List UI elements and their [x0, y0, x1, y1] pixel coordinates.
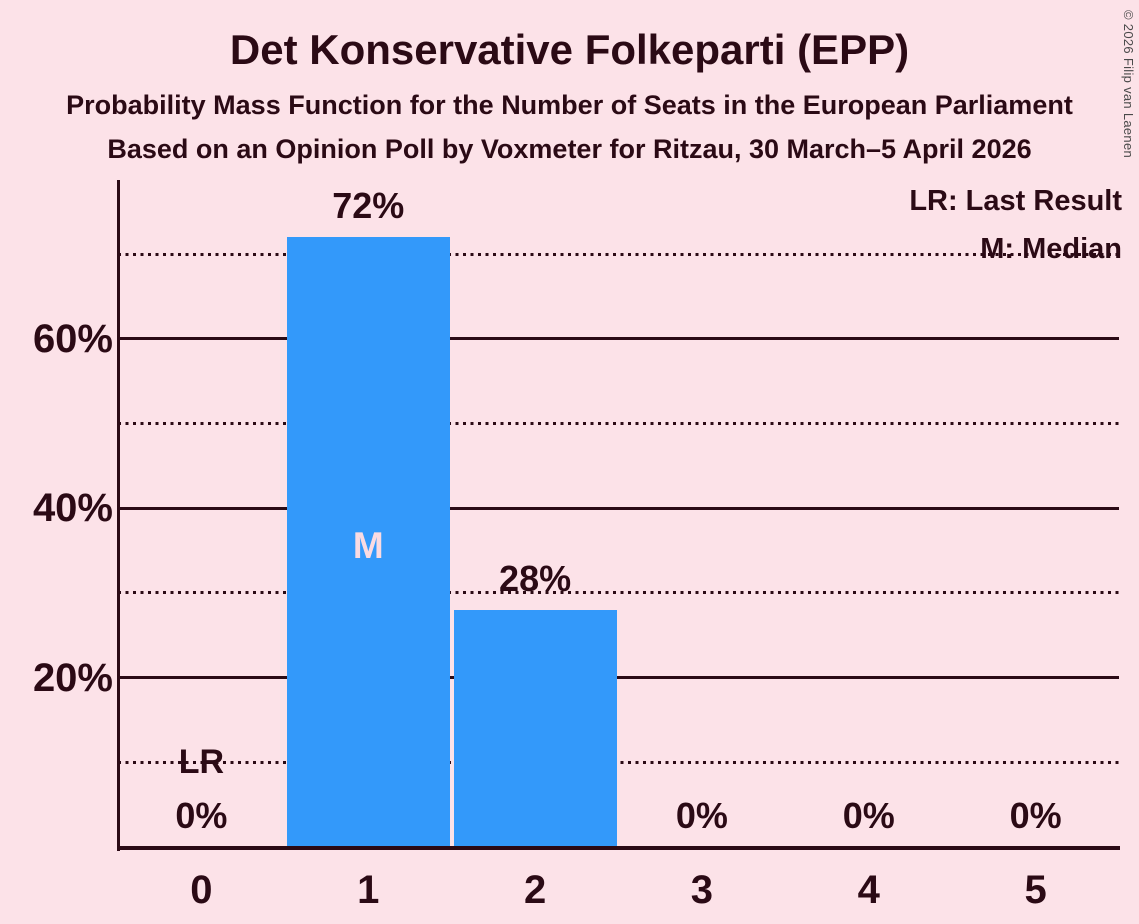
y-tick-label-60pct: 60% — [32, 316, 113, 361]
value-label-seat-4: 0% — [842, 795, 895, 836]
gridline-dotted-10pct — [118, 760, 1119, 764]
gridline-dotted-50pct — [118, 422, 1119, 425]
last-result-marker: LR — [178, 743, 225, 782]
x-tick-label-1: 1 — [357, 868, 380, 912]
x-tick-label-4: 4 — [857, 868, 880, 912]
legend-median: M: Median — [980, 233, 1122, 265]
median-marker: M — [352, 525, 384, 566]
gridline-solid-20pct — [118, 676, 1119, 680]
x-tick-label-0: 0 — [190, 868, 213, 912]
gridline-solid-40pct — [118, 506, 1119, 510]
value-label-seat-0: 0% — [175, 795, 228, 836]
value-label-seat-5: 0% — [1009, 795, 1062, 836]
gridline-dotted-70pct — [118, 252, 1119, 256]
value-label-seat-1: 72% — [332, 185, 405, 227]
bar-seat-1 — [286, 237, 450, 847]
x-tick-label-3: 3 — [690, 868, 714, 912]
gridline-dotted-30pct — [118, 591, 1119, 595]
value-label-seat-3: 0% — [675, 795, 728, 836]
gridline-solid-60pct — [118, 337, 1119, 341]
x-axis-line — [117, 846, 1120, 850]
legend-last-result: LR: Last Result — [909, 185, 1122, 217]
chart-subtitle-poll: Based on an Opinion Poll by Voxmeter for… — [107, 134, 1032, 164]
y-tick-label-20pct: 20% — [32, 655, 113, 700]
chart-title: Det Konservative Folkeparti (EPP) — [229, 26, 910, 73]
x-tick-label-2: 2 — [523, 868, 547, 912]
y-axis-line — [117, 180, 120, 851]
chart-subtitle-pmf: Probability Mass Function for the Number… — [66, 90, 1073, 120]
x-tick-label-5: 5 — [1024, 868, 1047, 912]
value-label-seat-2: 28% — [499, 557, 572, 599]
bar-seat-2 — [453, 609, 617, 847]
y-tick-label-40pct: 40% — [32, 486, 113, 531]
